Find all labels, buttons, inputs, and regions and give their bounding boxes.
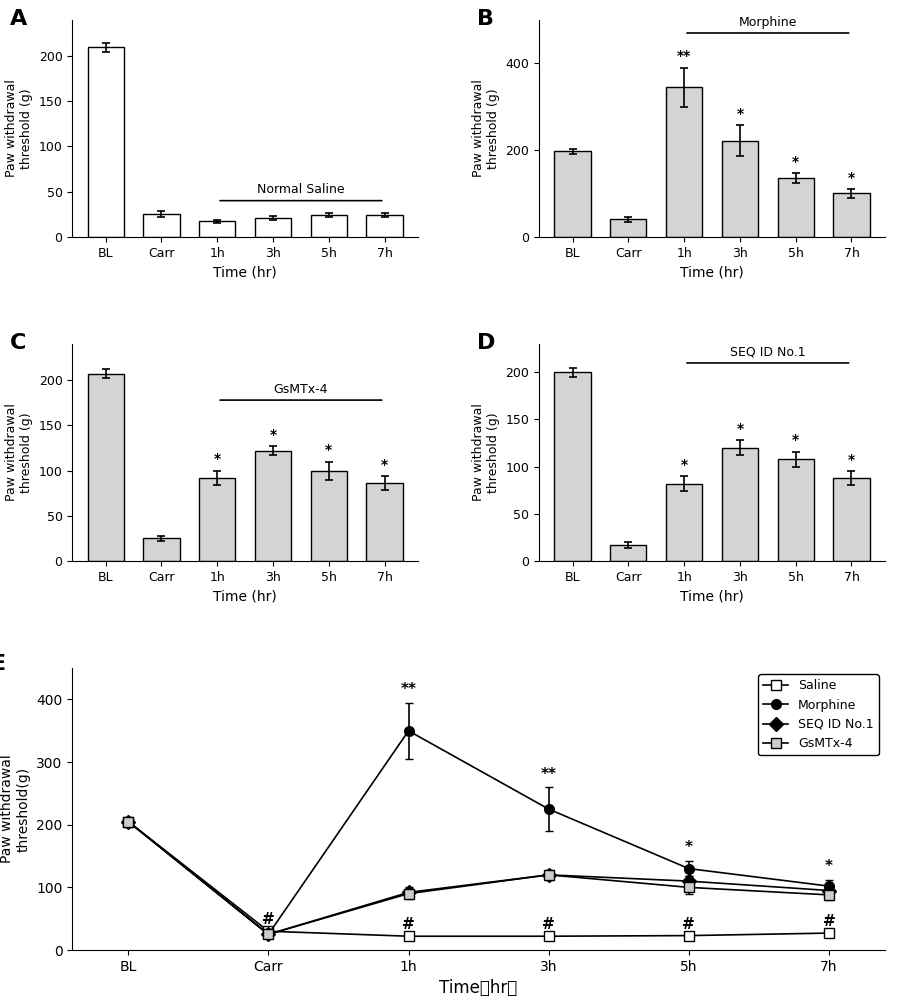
Bar — [610, 219, 646, 237]
Text: *: * — [269, 428, 276, 442]
Bar — [610, 545, 646, 561]
Bar — [254, 218, 290, 237]
Bar — [833, 478, 869, 561]
Legend: Saline, Morphine, SEQ ID No.1, GsMTx-4: Saline, Morphine, SEQ ID No.1, GsMTx-4 — [757, 674, 878, 755]
X-axis label: Time (hr): Time (hr) — [679, 589, 743, 603]
Text: *: * — [214, 452, 221, 466]
Text: C: C — [10, 333, 26, 353]
Bar — [310, 215, 346, 237]
Text: *: * — [684, 840, 692, 855]
Text: A: A — [10, 9, 27, 29]
Bar — [143, 538, 179, 561]
Bar — [554, 151, 590, 237]
Text: *: * — [791, 155, 798, 169]
X-axis label: Time (hr): Time (hr) — [213, 265, 277, 279]
Text: **: ** — [400, 682, 416, 697]
Y-axis label: Paw withdrawal
threshold (g): Paw withdrawal threshold (g) — [472, 79, 500, 177]
Bar — [87, 374, 124, 561]
X-axis label: Time (hr): Time (hr) — [679, 265, 743, 279]
Text: GsMTx-4: GsMTx-4 — [273, 383, 327, 396]
Text: *: * — [325, 443, 332, 457]
Bar — [87, 47, 124, 237]
Bar — [366, 215, 402, 237]
Text: #: # — [262, 912, 274, 927]
Text: Morphine: Morphine — [738, 16, 796, 29]
Bar — [199, 221, 235, 237]
Text: D: D — [476, 333, 494, 353]
Bar — [554, 372, 590, 561]
Text: #: # — [822, 914, 834, 929]
X-axis label: Time (hr): Time (hr) — [213, 589, 277, 603]
Bar — [666, 484, 702, 561]
Bar — [310, 471, 346, 561]
Text: *: * — [847, 453, 854, 467]
Text: *: * — [791, 433, 798, 447]
Bar — [777, 178, 813, 237]
Y-axis label: Paw withdrawal
threshold(g): Paw withdrawal threshold(g) — [0, 755, 31, 863]
Bar — [721, 141, 757, 237]
Text: B: B — [476, 9, 493, 29]
Text: *: * — [824, 859, 832, 874]
Text: *: * — [381, 458, 388, 472]
Text: E: E — [0, 654, 6, 674]
Bar — [143, 214, 179, 237]
Text: *: * — [735, 107, 742, 121]
Text: #: # — [401, 917, 414, 932]
Y-axis label: Paw withdrawal
threshold (g): Paw withdrawal threshold (g) — [5, 79, 33, 177]
Text: **: ** — [676, 49, 691, 63]
Y-axis label: Paw withdrawal
threshold (g): Paw withdrawal threshold (g) — [472, 404, 500, 501]
Bar — [366, 483, 402, 561]
Text: *: * — [680, 458, 687, 472]
Y-axis label: Paw withdrawal
threshold (g): Paw withdrawal threshold (g) — [5, 404, 33, 501]
Bar — [777, 459, 813, 561]
Bar — [721, 448, 757, 561]
Bar — [199, 478, 235, 561]
Text: #: # — [682, 917, 695, 932]
Text: **: ** — [540, 767, 556, 782]
X-axis label: Time（hr）: Time（hr） — [439, 979, 517, 997]
Text: *: * — [735, 422, 742, 436]
Bar — [833, 193, 869, 237]
Text: Normal Saline: Normal Saline — [257, 183, 345, 196]
Bar — [254, 451, 290, 561]
Text: *: * — [847, 171, 854, 185]
Text: #: # — [542, 917, 555, 932]
Text: SEQ ID No.1: SEQ ID No.1 — [729, 346, 805, 359]
Bar — [666, 87, 702, 237]
